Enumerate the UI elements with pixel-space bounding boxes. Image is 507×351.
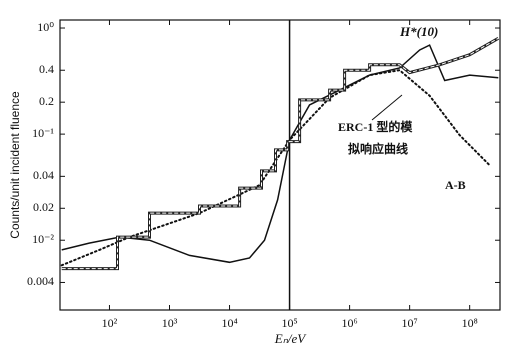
series-label: A-B: [445, 178, 466, 192]
annotation: ERC-1 型的模: [338, 119, 413, 134]
series-line-inner: [61, 37, 499, 270]
y-tick-label: 10⁻¹: [32, 126, 54, 140]
x-tick-label: 10⁷: [402, 316, 418, 330]
x-tick-label: 10⁴: [221, 316, 237, 330]
annotation-arrow: [371, 94, 403, 121]
series-line: [60, 69, 491, 267]
x-tick-label: 10⁸: [462, 316, 478, 330]
y-tick-label: 0.2: [39, 94, 54, 108]
y-tick-label: 0.004: [27, 274, 54, 288]
y-tick-label: 0.02: [33, 200, 54, 214]
x-tick-label: 10⁵: [281, 316, 297, 330]
x-tick-label: 10²: [102, 316, 118, 330]
annotation: 拟响应曲线: [348, 141, 408, 156]
x-tick-label: 10³: [162, 316, 178, 330]
y-tick-label: 10⁰: [37, 20, 54, 34]
series-label: H*(10): [399, 24, 438, 39]
plot-frame: [59, 19, 501, 311]
y-tick-label: 0.04: [33, 168, 54, 182]
y-axis-label: Counts/unit incident fluence: [8, 91, 22, 239]
x-tick-label: 10⁶: [342, 316, 358, 330]
x-axis-label: Eₙ/eV: [274, 331, 308, 346]
y-tick-label: 0.4: [39, 62, 54, 76]
y-tick-label: 10⁻²: [32, 232, 54, 246]
